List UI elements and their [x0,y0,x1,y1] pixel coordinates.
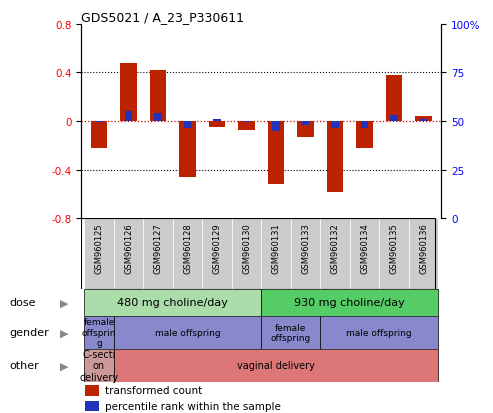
Bar [268,122,284,185]
Bar [114,219,143,289]
Text: transformed count: transformed count [105,385,202,395]
Text: male offspring: male offspring [347,328,412,337]
Text: GSM960135: GSM960135 [389,222,398,273]
Bar [409,219,438,289]
Bar [84,219,114,289]
Bar [85,401,100,411]
Bar [261,219,291,289]
Bar [239,122,255,131]
Bar [143,219,173,289]
Bar [202,219,232,289]
Text: GSM960129: GSM960129 [212,222,221,273]
Text: GSM960136: GSM960136 [419,222,428,273]
Bar [95,122,103,123]
Bar [125,112,132,122]
Bar [416,117,432,122]
Text: C-secti
on
delivery: C-secti on delivery [79,349,119,382]
Text: GSM960128: GSM960128 [183,222,192,273]
Bar [390,116,398,122]
Text: male offspring: male offspring [155,328,220,337]
Text: female
offsprin
g: female offsprin g [82,318,116,347]
Bar [261,289,438,316]
Bar [179,122,196,178]
Bar [361,122,368,129]
Bar [261,316,320,349]
Bar [243,122,250,123]
Text: GSM960130: GSM960130 [242,222,251,273]
Bar [320,219,350,289]
Text: GSM960132: GSM960132 [330,222,340,273]
Bar [209,122,225,128]
Bar [302,122,309,126]
Bar [184,122,191,129]
Bar [420,119,427,122]
Text: vaginal delivery: vaginal delivery [237,361,315,370]
Bar [91,122,107,149]
Bar [84,289,261,316]
Bar [120,64,137,122]
Bar [291,219,320,289]
Bar [386,76,402,122]
Bar [232,219,261,289]
Text: GSM960131: GSM960131 [272,222,281,273]
Bar [150,71,166,122]
Text: gender: gender [10,328,50,337]
Bar [173,219,202,289]
Bar [297,122,314,138]
Text: GDS5021 / A_23_P330611: GDS5021 / A_23_P330611 [81,11,245,24]
Text: ▶: ▶ [60,328,69,337]
Text: ▶: ▶ [60,361,69,370]
Bar [379,219,409,289]
Bar [213,119,221,122]
Bar [85,385,100,396]
Bar [272,122,280,131]
Text: other: other [10,361,39,370]
Text: GSM960134: GSM960134 [360,222,369,273]
Text: GSM960133: GSM960133 [301,222,310,273]
Bar [320,316,438,349]
Text: ▶: ▶ [60,297,69,308]
Bar [114,316,261,349]
Text: 930 mg choline/day: 930 mg choline/day [294,297,405,308]
Text: GSM960127: GSM960127 [153,222,163,273]
Bar [331,122,339,129]
Text: GSM960125: GSM960125 [95,222,104,273]
Text: GSM960126: GSM960126 [124,222,133,273]
Text: 480 mg choline/day: 480 mg choline/day [117,297,228,308]
Bar [84,316,114,349]
Text: dose: dose [10,297,36,308]
Bar [356,122,373,149]
Text: female
offspring: female offspring [271,323,311,342]
Bar [350,219,379,289]
Bar [84,349,114,382]
Text: percentile rank within the sample: percentile rank within the sample [105,401,281,411]
Bar [154,113,162,122]
Bar [327,122,343,192]
